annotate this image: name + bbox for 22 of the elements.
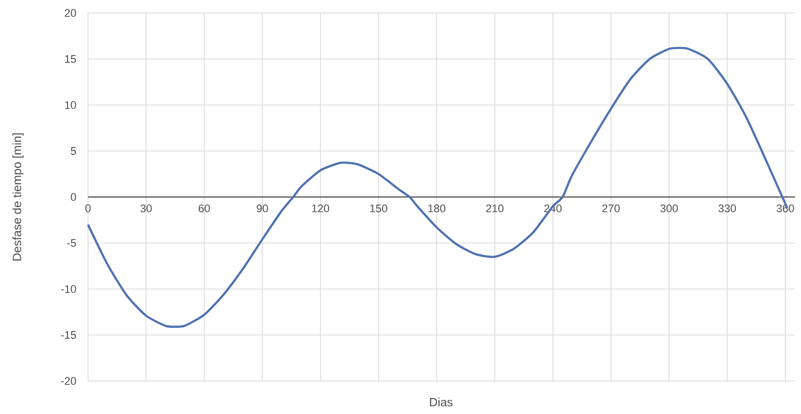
y-tick-label: -20 — [61, 377, 76, 385]
y-tick-label: 15 — [65, 55, 76, 63]
x-tick-label: 330 — [718, 204, 736, 212]
y-tick-label: 0 — [70, 193, 76, 201]
x-tick-label: 30 — [140, 204, 152, 212]
y-tick-label: 5 — [70, 147, 76, 155]
x-tick-label: 150 — [370, 204, 388, 212]
x-tick-label: 300 — [660, 204, 678, 212]
x-tick-label: 210 — [486, 204, 504, 212]
x-tick-label: 0 — [85, 204, 91, 212]
y-tick-label: -5 — [67, 239, 76, 247]
x-tick-label: 270 — [602, 204, 620, 212]
x-axis-title: Dias — [430, 398, 453, 406]
y-tick-label: -10 — [61, 285, 76, 293]
y-axis-title: Desfase de tiempo [min] — [12, 133, 24, 260]
y-tick-label: 10 — [65, 101, 76, 109]
x-tick-label: 120 — [312, 204, 330, 212]
x-tick-label: 90 — [256, 204, 268, 212]
y-tick-label: -15 — [61, 331, 76, 339]
y-tick-label: 20 — [64, 9, 76, 17]
x-tick-label: 60 — [198, 204, 210, 212]
x-tick-label: 180 — [428, 204, 446, 212]
